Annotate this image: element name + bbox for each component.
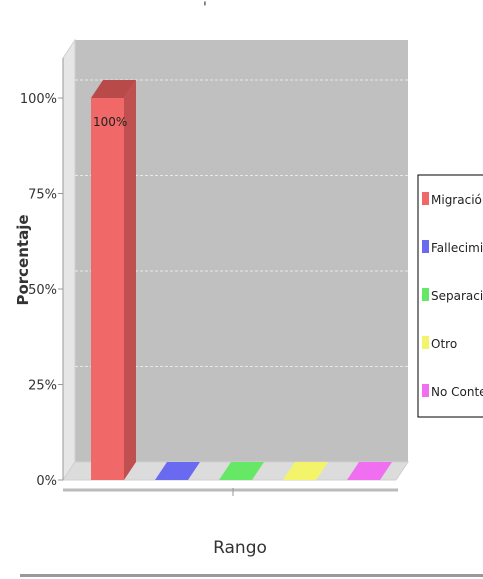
bar-top xyxy=(347,462,392,480)
bar-top xyxy=(283,462,328,480)
legend-item: Otro xyxy=(422,336,457,351)
y-tick-label: 100% xyxy=(20,92,57,107)
bottom-rule xyxy=(20,574,483,577)
legend-swatch xyxy=(422,288,429,301)
bar-migración: 100% xyxy=(91,80,136,480)
bar-no-contesto xyxy=(347,462,392,480)
y-tick-label: 75% xyxy=(28,188,57,203)
y-tick-label: 0% xyxy=(36,474,57,489)
legend-label: Fallecimiento xyxy=(431,241,483,255)
bar-fallecimiento xyxy=(155,462,200,480)
chart-title: ' xyxy=(203,0,207,16)
legend-swatch xyxy=(422,240,429,253)
legend-item: Separación xyxy=(422,288,483,303)
legend: Migración Fallecimiento Separación Otro No C… xyxy=(417,174,483,418)
legend-item: Fallecimiento xyxy=(422,240,483,255)
y-tick-label: 25% xyxy=(28,379,57,394)
x-axis-title: Rango xyxy=(213,538,267,558)
legend-swatch xyxy=(422,192,429,205)
legend-swatch xyxy=(422,384,429,397)
legend-label: Otro xyxy=(431,337,457,351)
data-label: 100% xyxy=(93,115,127,129)
legend-label: No Contesto xyxy=(431,385,483,399)
bar-top xyxy=(155,462,200,480)
bar-separación xyxy=(219,462,264,480)
bar-top xyxy=(91,80,136,98)
y-axis-title: Porcentaje xyxy=(14,214,32,305)
bars: 100% xyxy=(91,80,392,480)
y-axis: 0% 25% 50% 75% 100% xyxy=(20,58,64,489)
y-tick-label: 50% xyxy=(28,283,57,298)
bar-front xyxy=(91,98,124,480)
plot-left-wall xyxy=(62,38,76,482)
legend-item: No Contesto xyxy=(422,384,483,399)
plot-back-wall xyxy=(75,40,408,462)
bar-top xyxy=(219,462,264,480)
legend-item: Migración xyxy=(422,192,483,207)
legend-swatch xyxy=(422,336,429,349)
legend-label: Migración xyxy=(431,193,483,207)
bar-otro xyxy=(283,462,328,480)
legend-label: Separación xyxy=(431,289,483,303)
bar-side xyxy=(124,80,136,480)
